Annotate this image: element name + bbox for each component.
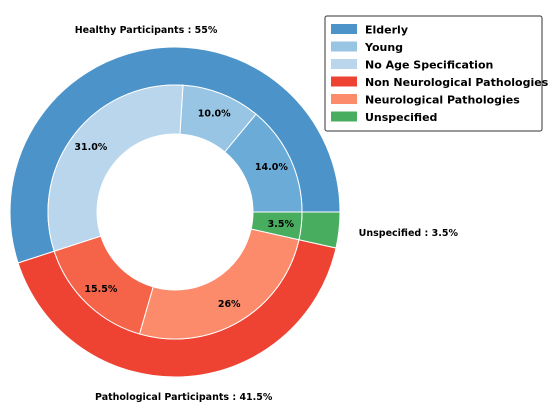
outer-label-healthy-participants: Healthy Participants : 55% [75, 25, 218, 36]
outer-ring-labels: Healthy Participants : 55% Pathological P… [75, 25, 459, 403]
legend-label-unspecified: Unspecified [365, 111, 437, 124]
legend-swatch-elderly [331, 24, 357, 34]
legend-swatch-unspecified [331, 111, 357, 122]
outer-label-unspecified: Unspecified : 3.5% [359, 228, 459, 239]
legend-label-elderly: Elderly [365, 24, 408, 37]
inner-slice-unspecified [250, 211, 303, 241]
inner-label-non-neurological-pathologies: 15.5% [84, 284, 117, 295]
legend: Elderly Young No Age Specification Non Neur… [324, 15, 549, 132]
legend-swatch-young [331, 41, 357, 52]
legend-swatch-non-neurological-pathologies [331, 76, 357, 87]
outer-ring [9, 46, 341, 378]
legend-label-no-age-specification: No Age Specification [365, 59, 493, 72]
inner-label-unspecified: 3.5% [268, 219, 295, 230]
legend-label-young: Young [364, 41, 403, 54]
legend-swatch-neurological-pathologies [331, 94, 357, 104]
legend-label-non-neurological-pathologies: Non Neurological Pathologies [365, 76, 549, 89]
legend-swatch-no-age-specification [331, 59, 357, 69]
inner-label-young: 10.0% [198, 108, 231, 119]
inner-ring-labels: 14.0% 10.0% 31.0% 15.5% 26% 3.5% [74, 108, 294, 310]
inner-label-no-age-specification: 31.0% [74, 142, 107, 153]
inner-label-elderly: 14.0% [255, 162, 288, 173]
legend-box [324, 15, 543, 132]
inner-ring [47, 84, 303, 340]
inner-slice-no-age-specification [47, 84, 184, 252]
legend-label-neurological-pathologies: Neurological Pathologies [365, 94, 520, 107]
inner-label-neurological-pathologies: 26% [218, 299, 241, 310]
inner-slice-neurological-pathologies [138, 228, 300, 340]
outer-label-pathological-participants: Pathological Participants : 41.5% [95, 392, 273, 403]
